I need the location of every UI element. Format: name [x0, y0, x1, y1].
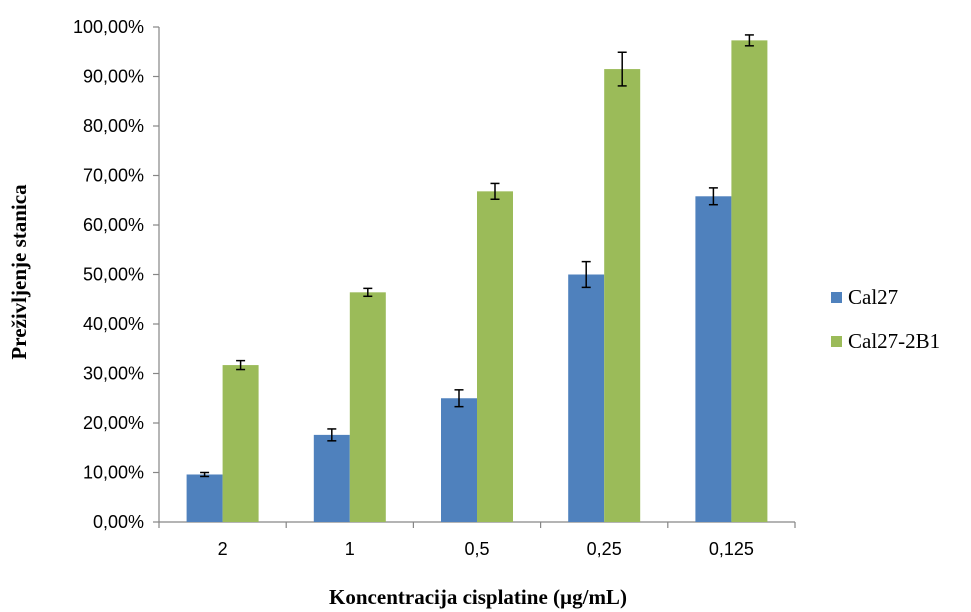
y-tick-label: 60,00% [83, 215, 144, 235]
bar [731, 40, 768, 523]
y-tick-label: 70,00% [83, 166, 144, 186]
bar [186, 474, 223, 522]
y-tick-label: 90,00% [83, 67, 144, 87]
x-tick-label: 0,5 [464, 539, 489, 559]
x-tick-label: 1 [345, 539, 355, 559]
y-axis-title: Preživljenje stanica [7, 184, 31, 360]
x-axis-title: Koncentracija cisplatine (µg/mL) [329, 585, 627, 609]
bar [695, 196, 732, 523]
y-tick-label: 40,00% [83, 314, 144, 334]
bar [604, 69, 641, 522]
legend-label: Cal27-2B1 [848, 329, 940, 353]
bar [313, 434, 350, 522]
bar [441, 398, 477, 522]
error-bars [200, 34, 754, 478]
bar [477, 191, 513, 522]
y-tick-label: 10,00% [83, 463, 144, 483]
legend-label: Cal27 [848, 285, 898, 309]
y-tick-label: 20,00% [83, 413, 144, 433]
x-tick-label: 2 [218, 539, 228, 559]
y-tick-label: 80,00% [83, 116, 144, 136]
bar [222, 365, 259, 522]
bar [349, 292, 386, 522]
y-tick-label: 30,00% [83, 364, 144, 384]
legend-swatch [831, 336, 842, 347]
y-tick-label: 0,00% [93, 512, 144, 532]
bars [186, 40, 768, 523]
x-tick-label: 0,125 [709, 539, 754, 559]
x-axis: 2 1 0,5 0,25 0,125 [158, 521, 796, 559]
legend-swatch [831, 292, 842, 303]
y-tick-label: 50,00% [83, 265, 144, 285]
bar [568, 274, 605, 522]
y-axis: 0,00% 10,00% 20,00% 30,00% 40,00% 50,00% 60,00… [73, 17, 160, 532]
x-tick-label: 0,25 [587, 539, 622, 559]
legend: Cal27 Cal27-2B1 [831, 285, 940, 353]
y-tick-label: 100,00% [73, 17, 144, 37]
